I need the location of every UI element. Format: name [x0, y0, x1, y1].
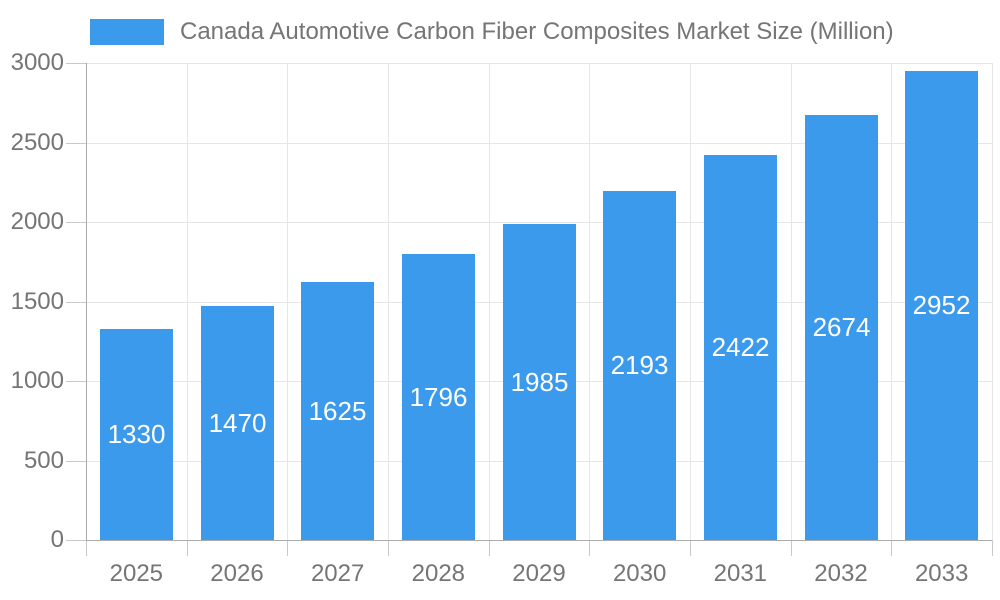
bar-value-label: 1330 [107, 419, 166, 449]
bar-value-label: 2193 [610, 350, 669, 380]
y-axis-tick [66, 381, 86, 382]
x-axis-tick [186, 540, 188, 556]
x-axis-tick [388, 540, 389, 556]
x-axis-label: 2029 [512, 560, 566, 587]
legend-swatch-icon [90, 19, 164, 45]
gridline-horizontal [86, 142, 992, 144]
x-axis-label: 2028 [411, 560, 466, 587]
x-axis-tick [790, 540, 792, 556]
y-axis-line [86, 63, 87, 540]
x-axis-label: 2033 [914, 560, 969, 587]
bar[interactable]: 2422 [704, 155, 777, 540]
x-axis-label: 2025 [109, 560, 164, 587]
y-axis-label: 0 [50, 526, 64, 553]
x-axis-tick [287, 540, 289, 556]
x-axis-tick [690, 540, 691, 556]
x-axis-label: 2026 [210, 560, 264, 587]
bar[interactable]: 2674 [805, 115, 878, 540]
bar-value-label: 1625 [308, 395, 367, 426]
bar[interactable]: 2193 [603, 191, 676, 540]
bar-value-label: 2952 [912, 290, 971, 320]
y-axis-tick [66, 301, 86, 303]
x-axis-tick [488, 540, 490, 556]
bar[interactable]: 1330 [100, 329, 173, 540]
x-axis-tick [86, 540, 87, 556]
y-axis-label: 500 [23, 446, 64, 474]
gridline-vertical [488, 63, 490, 540]
y-axis-tick [66, 142, 86, 144]
y-axis-label: 1500 [10, 287, 64, 315]
bar[interactable]: 1470 [201, 306, 274, 540]
gridline-vertical [388, 63, 389, 540]
bar[interactable]: 1625 [301, 282, 374, 540]
bar-value-label: 2422 [711, 332, 770, 362]
gridline-vertical [589, 63, 591, 540]
x-axis-label: 2030 [612, 560, 667, 587]
gridline-vertical [891, 63, 893, 540]
legend[interactable]: Canada Automotive Carbon Fiber Composite… [90, 18, 894, 46]
bar-value-label: 1796 [409, 381, 468, 412]
y-axis-label: 3000 [10, 49, 64, 76]
bar[interactable]: 1796 [402, 254, 475, 540]
x-axis-tick [891, 540, 893, 556]
gridline-vertical [186, 63, 188, 540]
y-axis-tick [66, 460, 86, 462]
bar[interactable]: 1985 [503, 224, 576, 540]
x-axis-label: 2027 [310, 560, 365, 587]
gridline-vertical [790, 63, 792, 540]
y-axis-label: 2000 [10, 208, 64, 235]
gridline-vertical [690, 63, 691, 540]
chart-title: Canada Automotive Carbon Fiber Composite… [180, 18, 894, 45]
x-axis-line [86, 540, 992, 541]
y-axis-tick [66, 63, 86, 64]
x-axis-tick [589, 540, 591, 556]
bar-value-label: 2674 [812, 312, 871, 342]
y-axis-tick [66, 222, 86, 223]
bar[interactable]: 2952 [905, 71, 978, 540]
x-axis-tick [992, 540, 993, 556]
bar-value-label: 1470 [208, 407, 267, 438]
y-axis-label: 1000 [10, 367, 64, 394]
gridline-vertical [992, 63, 993, 540]
y-axis-tick [66, 540, 86, 541]
x-axis-label: 2032 [814, 560, 868, 587]
bar-value-label: 1985 [510, 366, 569, 397]
gridline-vertical [287, 63, 289, 540]
gridline-horizontal [86, 222, 992, 223]
gridline-horizontal [86, 63, 992, 64]
y-axis-label: 2500 [10, 128, 64, 156]
x-axis-label: 2031 [713, 560, 768, 587]
